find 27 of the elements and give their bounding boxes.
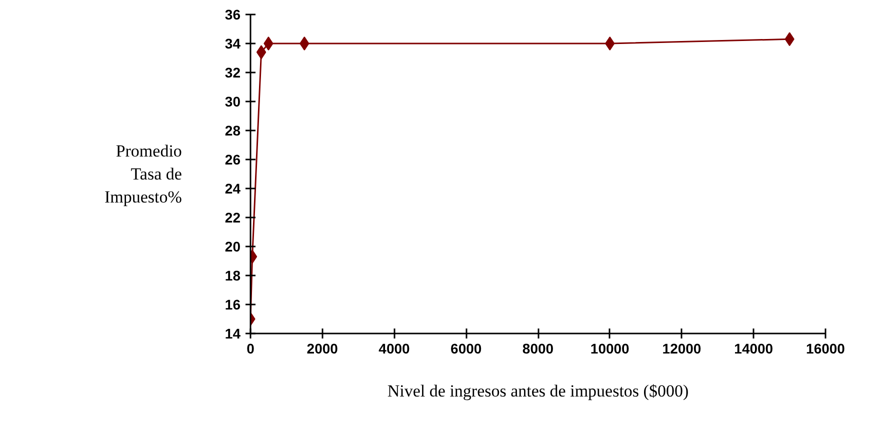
y-tick-label: 18	[224, 268, 241, 284]
y-axis-title: Promedio Tasa de Impuesto%	[104, 142, 182, 206]
point	[264, 36, 274, 50]
y-tick-label: 16	[224, 296, 241, 312]
x-tick-label: 12000	[662, 340, 702, 356]
y-tick-label: 32	[224, 64, 241, 80]
point	[605, 36, 615, 50]
x-tick-label: 4000	[378, 340, 410, 356]
x-tick-label: 8000	[522, 340, 554, 356]
y-tick-label: 22	[224, 210, 241, 226]
y-tick-label: 14	[224, 326, 241, 342]
x-tick-label: 0	[246, 340, 255, 356]
x-axis-title: Nivel de ingresos antes de impuestos ($000)	[387, 382, 689, 400]
x-tick-label: 10000	[590, 340, 630, 356]
x-tick-label: 14000	[734, 340, 774, 356]
y-tick-label: 36	[224, 6, 241, 22]
x-tick-label: 16000	[806, 340, 846, 356]
y-tick-label: 30	[224, 94, 241, 110]
y-tick-label: 34	[224, 36, 241, 52]
point	[256, 45, 266, 60]
point	[300, 36, 310, 50]
y-tick-label: 26	[224, 152, 241, 168]
y-tick-label: 28	[224, 122, 241, 138]
y-tick-label: 24	[224, 180, 241, 196]
x-tick-label: 2000	[306, 340, 338, 356]
y-tick-label: 20	[224, 238, 241, 254]
x-tick-label: 6000	[450, 340, 482, 356]
